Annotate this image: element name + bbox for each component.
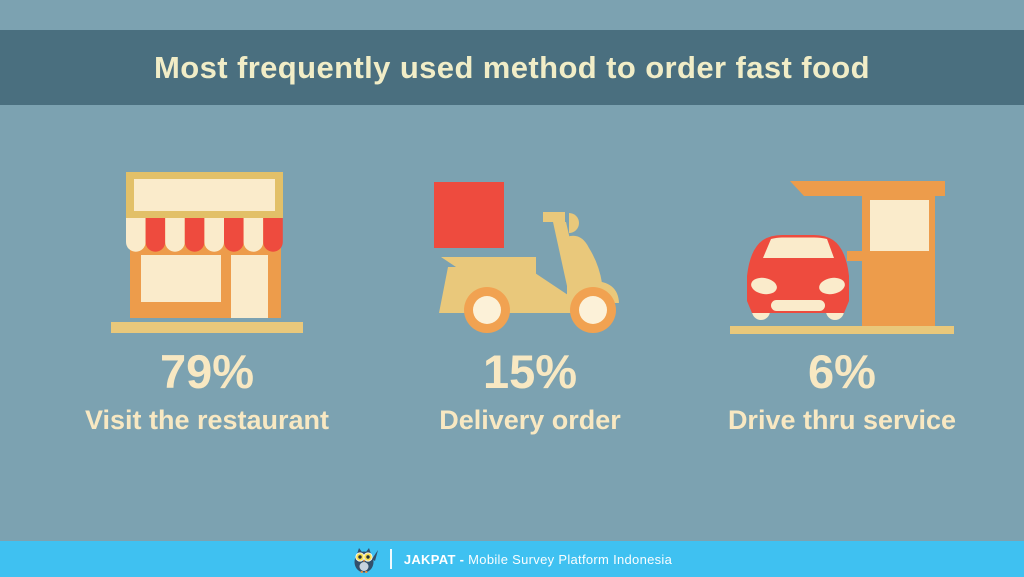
method-card-restaurant: 79% Visit the restaurant: [57, 170, 357, 436]
storefront-icon: [111, 170, 303, 334]
footer-tagline: Mobile Survey Platform Indonesia: [468, 551, 673, 567]
jakpat-owl-icon-svg: [354, 548, 378, 573]
footer-bar: JAKPAT - Mobile Survey Platform Indonesi…: [0, 541, 1024, 577]
delivery-scooter-icon: [434, 170, 626, 334]
restaurant-percentage: 79%: [159, 345, 255, 398]
restaurant-label: Visit the restaurant: [84, 405, 330, 435]
methods-row: 79% Visit the restaurant: [0, 170, 1024, 436]
method-card-delivery: 15% Delivery order: [380, 170, 680, 436]
delivery-scooter-icon-svg: [434, 182, 619, 333]
footer-credit: JAKPAT - Mobile Survey Platform Indonesi…: [404, 552, 672, 567]
drive-thru-icon-svg: [730, 181, 954, 334]
drivethru-label: Drive thru service: [727, 405, 957, 435]
delivery-percentage: 15%: [482, 345, 578, 398]
footer-divider: [389, 549, 392, 569]
drivethru-percentage: 6%: [808, 345, 876, 398]
title-band: Most frequently used method to order fas…: [0, 30, 1024, 105]
delivery-label: Delivery order: [439, 405, 621, 435]
method-card-drivethru: 6% Drive thru service: [692, 170, 992, 436]
footer-brand: JAKPAT -: [403, 551, 465, 567]
jakpat-owl-icon: [352, 545, 378, 573]
drive-thru-icon: [730, 170, 954, 334]
storefront-icon-svg: [111, 172, 303, 333]
page-title: Most frequently used method to order fas…: [154, 49, 870, 85]
